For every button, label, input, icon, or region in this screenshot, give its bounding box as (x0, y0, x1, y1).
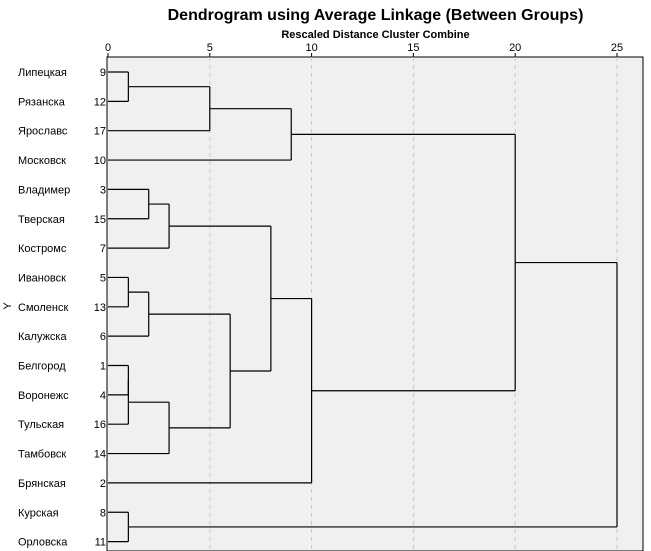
leaf-id-label: 17 (94, 126, 106, 138)
x-tick-label: 25 (611, 42, 623, 54)
leaf-name-label: Рязанска (18, 96, 66, 108)
leaf-id-label: 3 (100, 184, 106, 196)
x-tick-label: 0 (105, 42, 111, 54)
x-tick-label: 5 (207, 42, 213, 54)
leaf-name-label: Владимер (18, 184, 70, 196)
leaf-id-label: 11 (95, 537, 106, 549)
leaf-id-label: 7 (100, 243, 106, 255)
leaf-id-label: 8 (100, 507, 106, 519)
leaf-name-label: Московск (18, 155, 66, 167)
leaf-id-label: 10 (94, 155, 106, 167)
leaf-id-label: 16 (94, 419, 106, 431)
leaf-id-label: 1 (100, 361, 106, 373)
leaf-id-label: 15 (94, 214, 106, 226)
leaf-name-label: Калужска (18, 331, 67, 343)
leaf-id-label: 5 (100, 272, 106, 284)
x-tick-label: 20 (509, 42, 521, 54)
leaf-name-label: Белгород (18, 361, 66, 373)
x-tick-label: 15 (407, 42, 419, 54)
leaf-id-label: 6 (100, 331, 106, 343)
leaf-name-label: Тульская (18, 419, 64, 431)
leaf-id-label: 13 (94, 302, 106, 314)
leaf-id-label: 4 (100, 390, 106, 402)
x-axis-title: Rescaled Distance Cluster Combine (281, 29, 470, 41)
leaf-id-label: 14 (94, 449, 106, 461)
leaf-name-label: Ивановск (18, 272, 66, 284)
y-axis-label: Y (2, 302, 14, 310)
leaf-name-label: Курская (18, 507, 59, 519)
leaf-name-label: Тверская (18, 214, 65, 226)
plot-area (106, 56, 644, 551)
x-tick-label: 10 (305, 42, 317, 54)
dendrogram-links (108, 71, 618, 543)
leaf-name-label: Орловска (18, 537, 68, 549)
leaf-id-label: 9 (100, 67, 106, 79)
leaf-name-label: Тамбовск (18, 449, 66, 461)
plot-background (106, 56, 644, 551)
chart-title: Dendrogram using Average Linkage (Betwee… (167, 7, 584, 24)
leaf-id-label: 2 (100, 478, 106, 490)
leaf-name-label: Смоленск (18, 302, 68, 314)
leaf-name-label: Воронежс (18, 390, 69, 402)
leaf-id-label: 12 (94, 96, 106, 108)
leaf-name-label: Липецкая (18, 67, 67, 79)
leaf-name-label: Брянская (18, 478, 66, 490)
leaf-name-label: Ярославс (18, 126, 68, 138)
x-axis-ticks: 0 5 10 15 20 25 (105, 42, 623, 57)
leaf-name-label: Костромс (18, 243, 67, 255)
